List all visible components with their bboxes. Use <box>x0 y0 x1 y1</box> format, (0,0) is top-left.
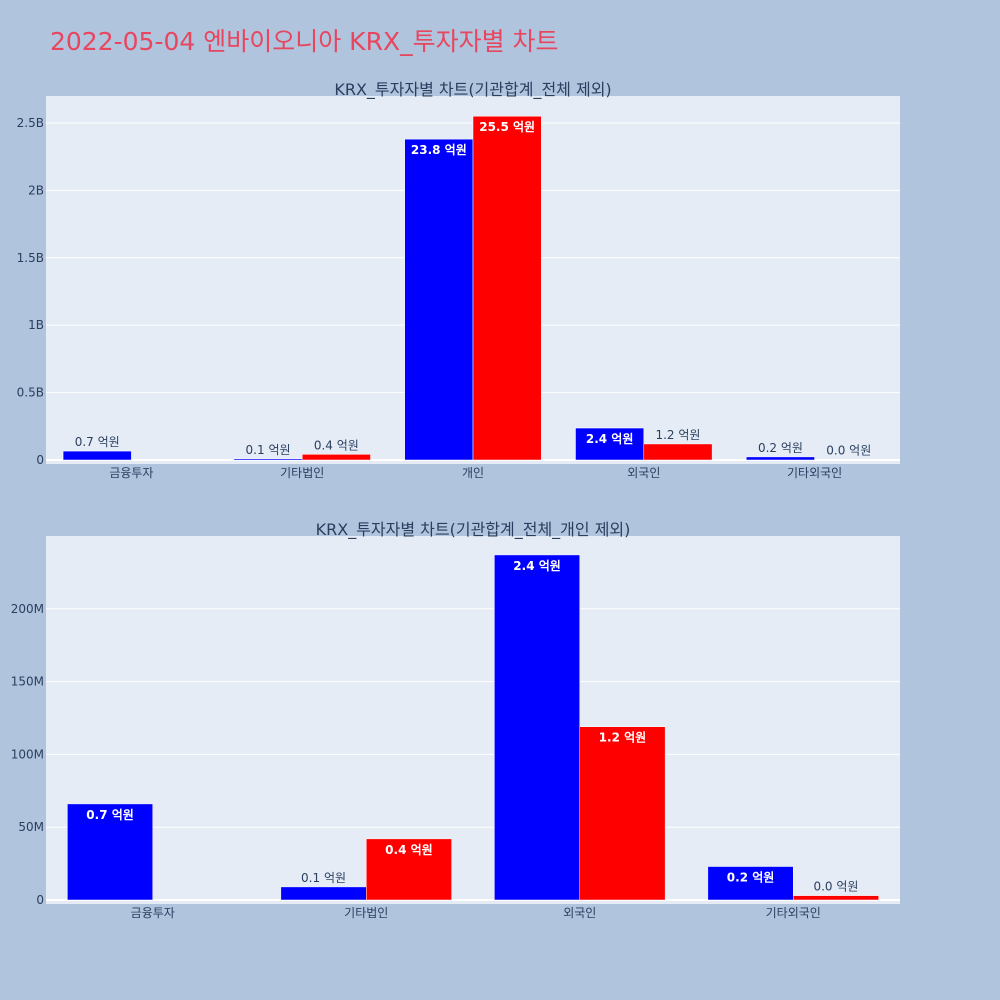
bar-0-1-2 <box>472 115 542 461</box>
y-tick-0-3: 1.5B <box>17 251 44 265</box>
x-tick-0-2: 개인 <box>462 466 484 480</box>
x-tick-0-0: 금융투자 <box>109 466 153 480</box>
bar-0-1-3 <box>643 443 713 461</box>
bar-1-0-3 <box>707 866 794 901</box>
bar-0-0-1 <box>233 458 303 461</box>
y-tick-0-2: 1B <box>28 318 44 332</box>
plot-area-1 <box>46 536 900 904</box>
x-tick-0-1: 기타법인 <box>280 466 324 480</box>
data-label-1-1-3: 0.0 억원 <box>813 880 858 894</box>
data-label-0-1-3: 1.2 억원 <box>655 428 700 442</box>
data-label-0-0-0: 0.7 억원 <box>75 435 120 449</box>
data-label-1-0-0: 0.7 억원 <box>86 808 134 822</box>
data-label-0-0-2: 23.8 억원 <box>411 143 467 157</box>
data-label-0-1-1: 0.4 억원 <box>314 438 359 452</box>
x-tick-1-2: 외국인 <box>563 906 596 920</box>
y-tick-1-1: 50M <box>18 820 44 834</box>
x-tick-1-1: 기타법인 <box>344 906 388 920</box>
y-tick-1-2: 100M <box>11 747 44 761</box>
data-label-1-1-2: 1.2 억원 <box>599 731 647 745</box>
bar-0-0-2 <box>404 138 474 461</box>
y-tick-0-0: 0 <box>36 453 44 467</box>
data-label-0-0-3: 2.4 억원 <box>586 432 634 446</box>
y-tick-1-3: 150M <box>11 675 44 689</box>
chart-title-1: KRX_투자자별 차트(기관합계_전체_개인 제외) <box>316 520 631 540</box>
x-tick-0-3: 외국인 <box>627 466 660 480</box>
page-title: 2022-05-04 엔바이오니아 KRX_투자자별 차트 <box>50 27 559 56</box>
bar-0-1-1 <box>301 454 371 461</box>
chart-title-0: KRX_투자자별 차트(기관합계_전체 제외) <box>334 80 611 100</box>
data-label-0-1-4: 0.0 억원 <box>826 444 871 458</box>
y-tick-1-0: 0 <box>36 893 44 907</box>
y-tick-0-1: 0.5B <box>17 386 44 400</box>
bar-0-0-3 <box>575 427 645 461</box>
x-tick-1-3: 기타외국인 <box>766 906 821 920</box>
data-label-1-0-1: 0.1 억원 <box>301 871 346 885</box>
bar-0-0-0 <box>62 450 132 461</box>
bar-1-0-2 <box>494 554 581 901</box>
data-label-1-1-1: 0.4 억원 <box>385 843 433 857</box>
bar-1-1-2 <box>579 726 666 901</box>
x-tick-0-4: 기타외국인 <box>787 466 842 480</box>
data-label-0-1-2: 25.5 억원 <box>479 120 535 134</box>
y-tick-1-4: 200M <box>11 602 44 616</box>
data-label-0-0-4: 0.2 억원 <box>758 441 803 455</box>
y-tick-0-4: 2B <box>28 183 44 197</box>
bar-1-1-1 <box>366 838 452 901</box>
bar-0-0-4 <box>746 456 815 461</box>
bar-1-1-3 <box>793 895 879 901</box>
bar-1-0-0 <box>67 803 153 901</box>
data-label-1-0-3: 0.2 억원 <box>727 871 775 885</box>
bar-1-0-1 <box>280 886 367 901</box>
x-tick-1-0: 금융투자 <box>131 906 175 920</box>
y-tick-0-5: 2.5B <box>17 116 44 130</box>
data-label-0-0-1: 0.1 억원 <box>246 443 291 457</box>
data-label-1-0-2: 2.4 억원 <box>513 559 561 573</box>
